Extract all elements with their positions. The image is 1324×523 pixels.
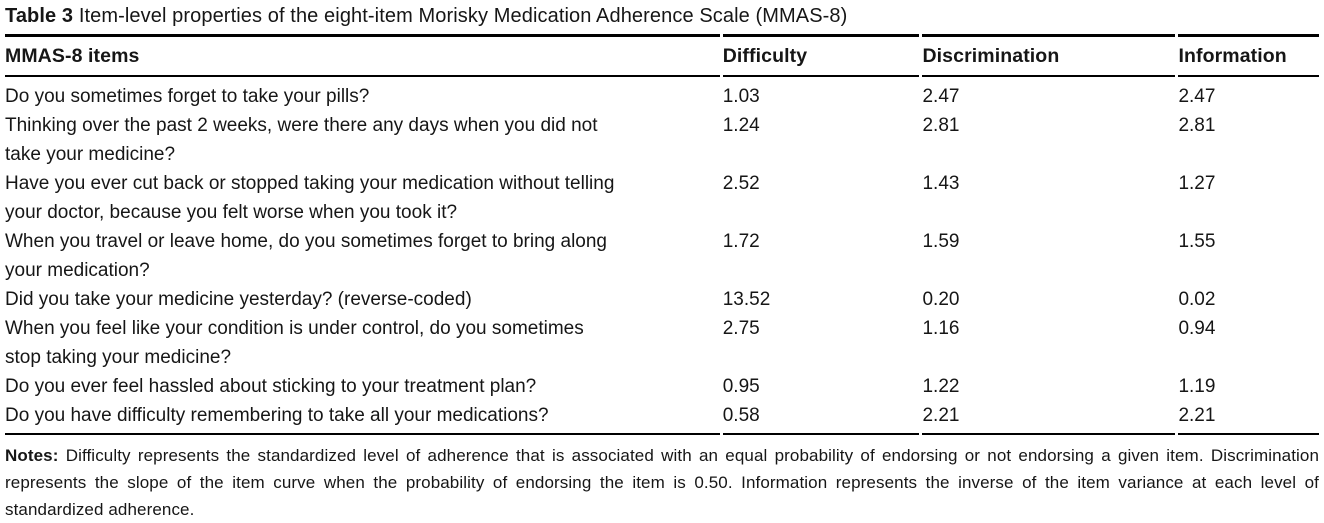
header-row: MMAS-8 items Difficulty Discrimination I… bbox=[5, 34, 1319, 77]
information-value: 2.81 bbox=[1178, 115, 1216, 136]
difficulty-value: 2.52 bbox=[722, 173, 760, 194]
item-question: Do you sometimes forget to take your pil… bbox=[5, 86, 370, 107]
item-question: Did you take your medicine yesterday? (r… bbox=[5, 289, 472, 310]
table-row: When you travel or leave home, do you so… bbox=[5, 227, 1319, 285]
discrimination-value: 1.22 bbox=[922, 376, 960, 397]
item-question: When you feel like your condition is und… bbox=[5, 318, 584, 368]
information-value: 1.55 bbox=[1178, 231, 1216, 252]
table-caption-text: Item-level properties of the eight-item … bbox=[78, 5, 848, 27]
table-row: When you feel like your condition is und… bbox=[5, 314, 1319, 372]
table-row: Have you ever cut back or stopped taking… bbox=[5, 169, 1319, 227]
discrimination-value: 1.43 bbox=[922, 173, 960, 194]
table-number-label: Table 3 bbox=[5, 5, 74, 27]
information-value: 2.47 bbox=[1178, 86, 1216, 107]
item-question: Have you ever cut back or stopped taking… bbox=[5, 173, 615, 223]
notes-text: Difficulty represents the standardized l… bbox=[5, 446, 1320, 519]
difficulty-value: 0.58 bbox=[722, 401, 920, 435]
information-value: 1.27 bbox=[1178, 173, 1216, 194]
table-row: Do you ever feel hassled about sticking … bbox=[5, 372, 1319, 401]
information-value: 0.94 bbox=[1178, 318, 1216, 339]
column-header-information: Information bbox=[1178, 34, 1319, 77]
item-question: Do you ever feel hassled about sticking … bbox=[5, 376, 537, 397]
table-header: MMAS-8 items Difficulty Discrimination I… bbox=[5, 34, 1319, 77]
information-value: 2.21 bbox=[1178, 401, 1319, 435]
discrimination-value: 1.59 bbox=[922, 231, 960, 252]
discrimination-value: 0.20 bbox=[922, 289, 960, 310]
mmas8-properties-table: MMAS-8 items Difficulty Discrimination I… bbox=[2, 34, 1322, 435]
information-value: 1.19 bbox=[1178, 376, 1216, 397]
discrimination-value: 2.81 bbox=[922, 115, 960, 136]
table-row: Did you take your medicine yesterday? (r… bbox=[5, 285, 1319, 314]
item-question: Thinking over the past 2 weeks, were the… bbox=[5, 115, 598, 165]
discrimination-value: 1.16 bbox=[922, 318, 960, 339]
table-title: Table 3 Item-level properties of the eig… bbox=[5, 4, 1319, 28]
difficulty-value: 1.03 bbox=[722, 86, 760, 107]
table-row: Do you sometimes forget to take your pil… bbox=[5, 77, 1319, 111]
difficulty-value: 1.72 bbox=[722, 231, 760, 252]
table-row: Thinking over the past 2 weeks, were the… bbox=[5, 111, 1319, 169]
table-notes: Notes: Difficulty represents the standar… bbox=[5, 442, 1319, 523]
item-question: When you travel or leave home, do you so… bbox=[5, 231, 607, 281]
column-header-discrimination: Discrimination bbox=[922, 34, 1176, 77]
discrimination-value: 2.21 bbox=[922, 401, 1176, 435]
difficulty-value: 1.24 bbox=[722, 115, 760, 136]
difficulty-value: 2.75 bbox=[722, 318, 760, 339]
column-header-items: MMAS-8 items bbox=[5, 34, 720, 77]
column-header-difficulty: Difficulty bbox=[722, 34, 920, 77]
discrimination-value: 2.47 bbox=[922, 86, 960, 107]
information-value: 0.02 bbox=[1178, 289, 1216, 310]
difficulty-value: 0.95 bbox=[722, 376, 760, 397]
notes-label: Notes: bbox=[5, 446, 59, 465]
table-row: Do you have difficulty remembering to ta… bbox=[5, 401, 1319, 435]
difficulty-value: 13.52 bbox=[722, 289, 771, 310]
table-body: Do you sometimes forget to take your pil… bbox=[5, 77, 1319, 435]
item-question: Do you have difficulty remembering to ta… bbox=[5, 401, 720, 435]
